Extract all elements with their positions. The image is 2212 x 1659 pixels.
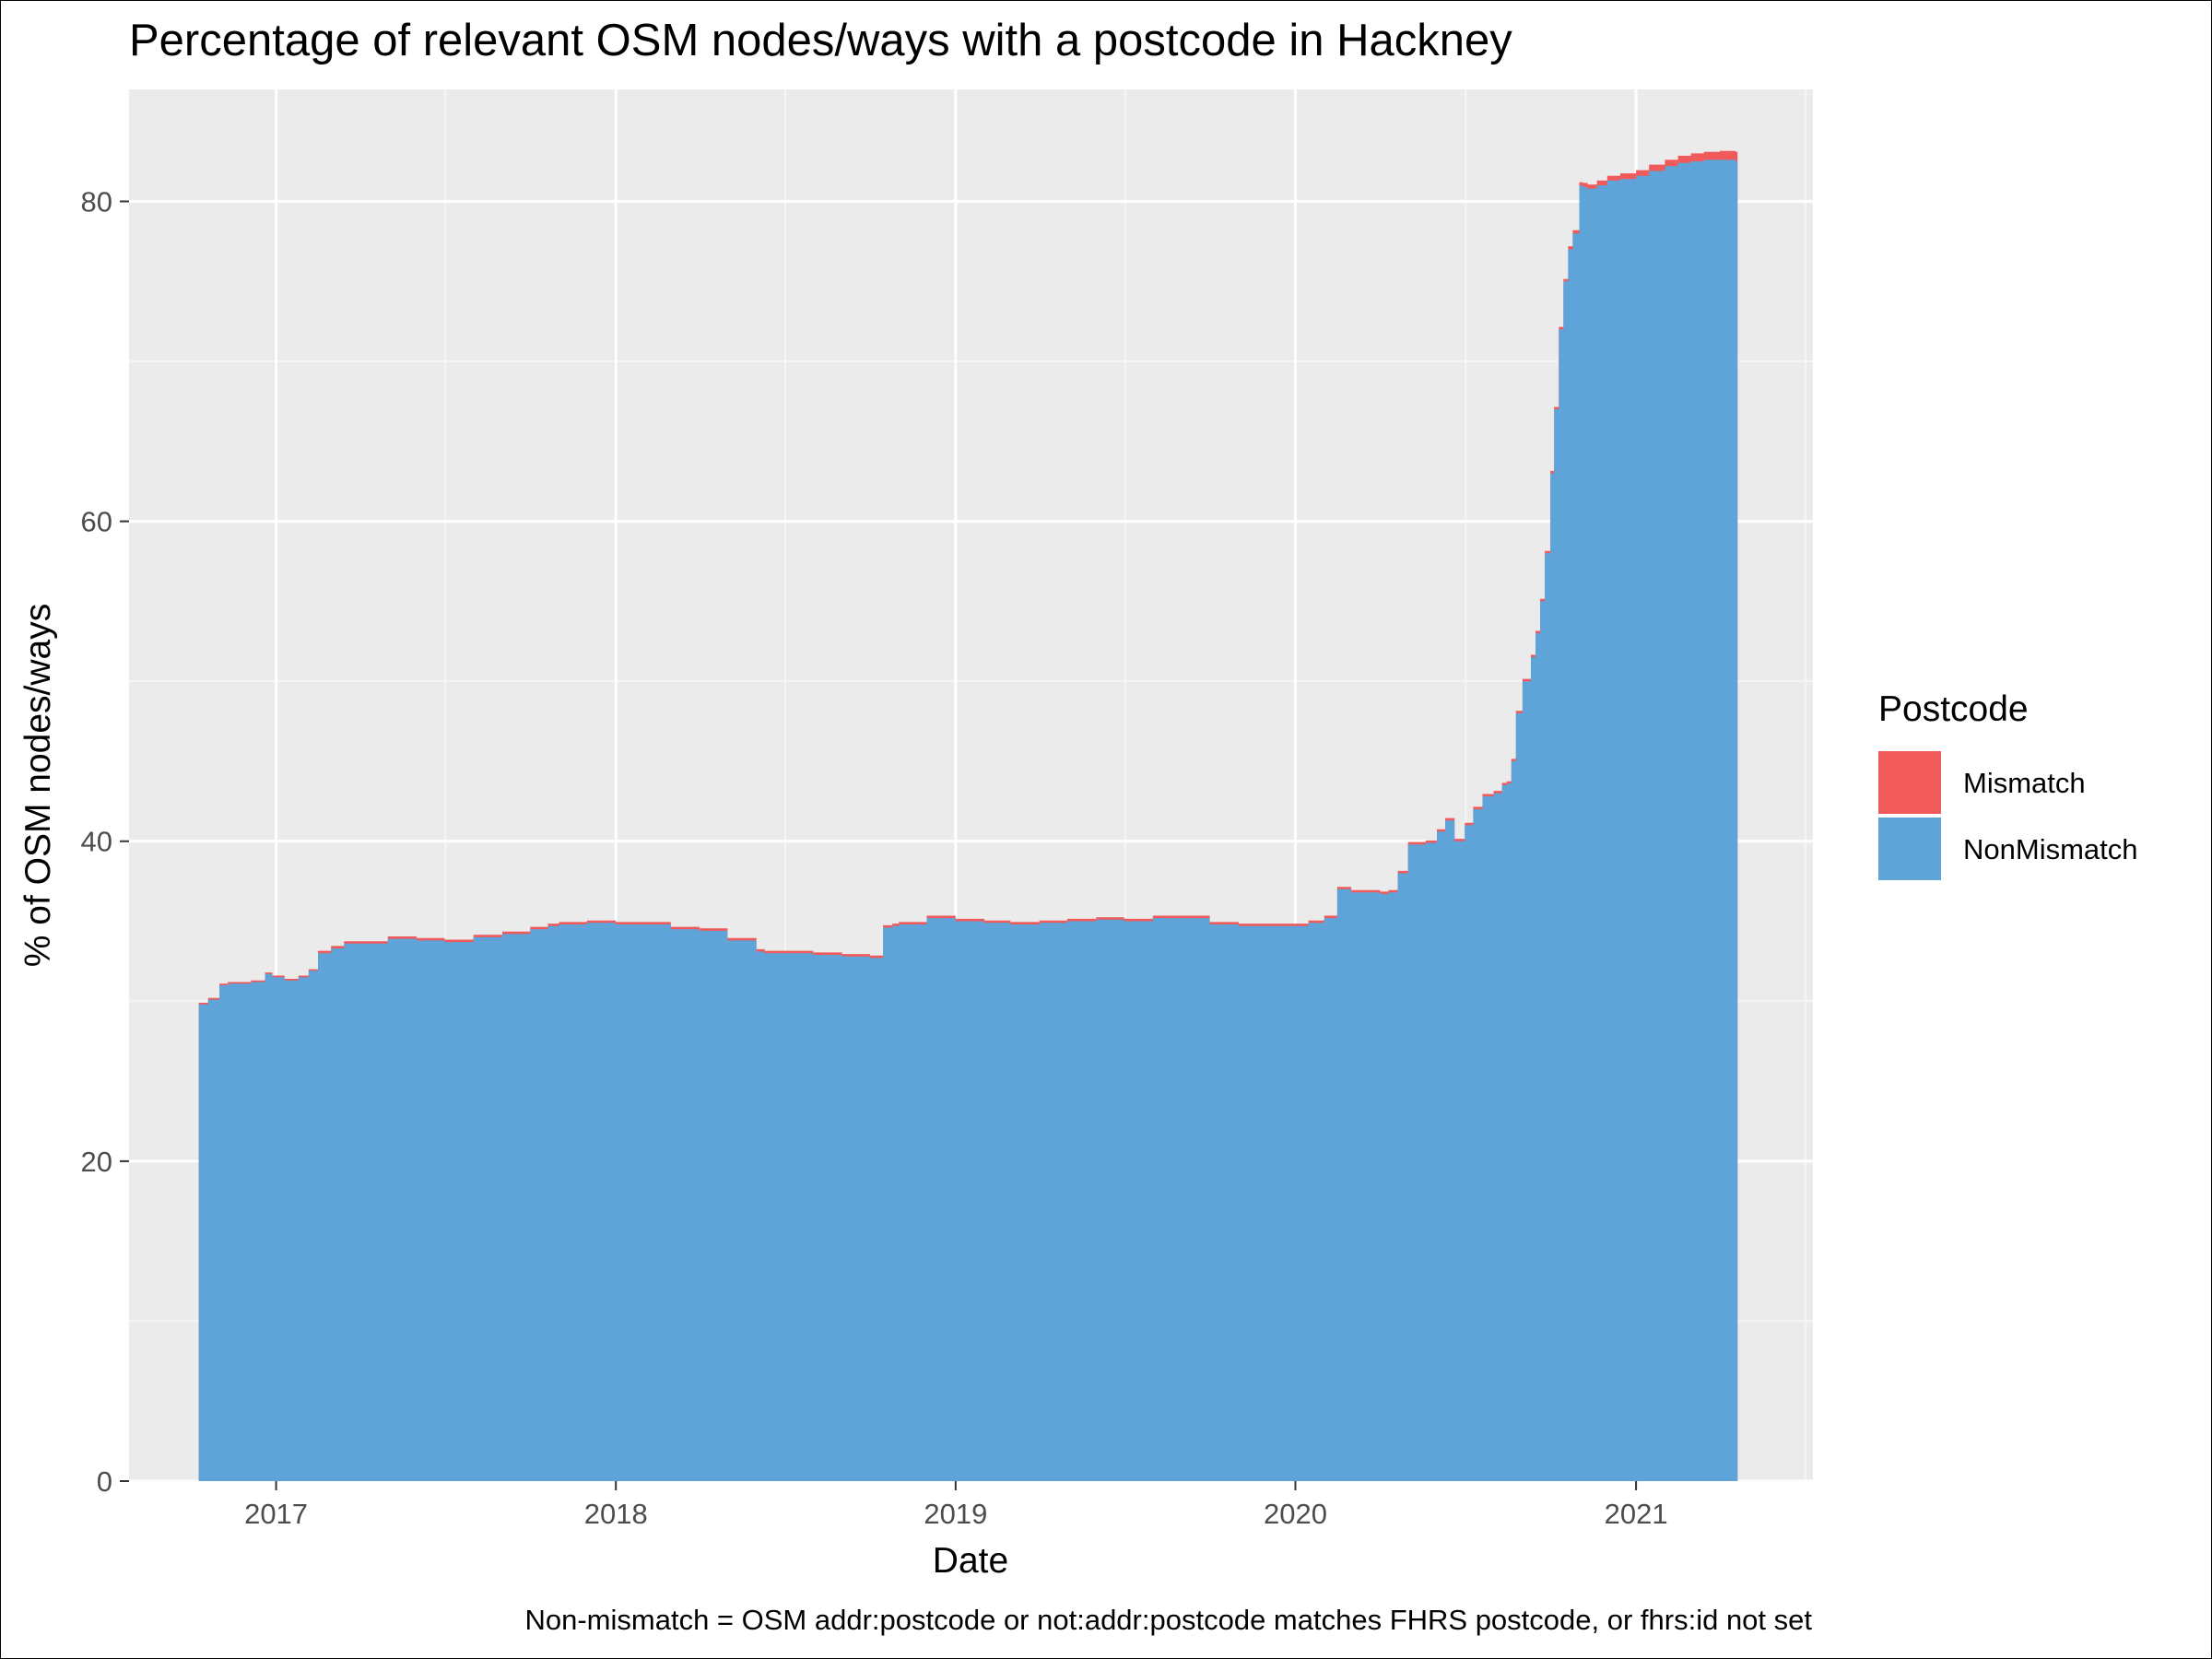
- x-tick-label: 2021: [1605, 1498, 1668, 1530]
- x-tick-label: 2017: [244, 1498, 308, 1530]
- y-tick-label: 60: [81, 506, 112, 538]
- area-series-nonmismatch: [198, 159, 1738, 1481]
- x-tick-label: 2020: [1264, 1498, 1327, 1530]
- legend: Postcode Mismatch NonMismatch: [1878, 689, 2138, 880]
- legend-title: Postcode: [1878, 689, 2029, 729]
- legend-swatch-mismatch: [1878, 751, 1941, 814]
- x-tick-label: 2018: [584, 1498, 648, 1530]
- x-tick-label: 2019: [924, 1498, 987, 1530]
- y-axis: 0 20 40 60 80: [81, 185, 129, 1498]
- chart-title: Percentage of relevant OSM nodes/ways wi…: [129, 16, 1512, 65]
- y-tick-label: 80: [81, 185, 112, 218]
- x-axis: 2017 2018 2019 2020 2021: [244, 1481, 1668, 1530]
- y-tick-label: 20: [81, 1146, 112, 1178]
- y-tick-label: 0: [97, 1465, 112, 1498]
- y-axis-title: % of OSM nodes/ways: [18, 604, 58, 968]
- legend-label-nonmismatch: NonMismatch: [1963, 833, 2138, 865]
- legend-swatch-nonmismatch: [1878, 818, 1941, 880]
- chart-caption: Non-mismatch = OSM addr:postcode or not:…: [524, 1604, 1812, 1636]
- y-tick-label: 40: [81, 826, 112, 858]
- x-axis-title: Date: [933, 1541, 1008, 1581]
- area-layer: [198, 150, 1738, 1481]
- legend-label-mismatch: Mismatch: [1963, 767, 2086, 799]
